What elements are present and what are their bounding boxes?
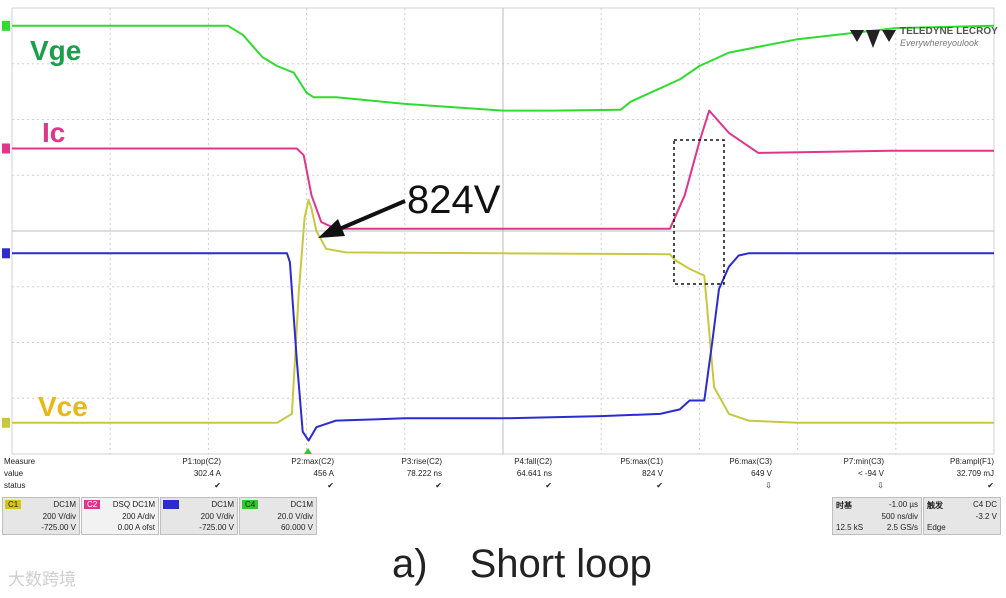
timebase-label: 时基 — [836, 501, 852, 510]
param-name: P7:min(C3) — [843, 457, 884, 466]
param-status: ✔ — [327, 481, 334, 490]
param-value: 649 V — [751, 469, 772, 478]
timebase-samples: 12.5 kS — [836, 523, 864, 532]
trigger-level: -3.2 V — [975, 512, 997, 521]
measure-table: Measure P1:top(C2) P2:max(C2) P3:rise(C2… — [0, 456, 1006, 494]
figure-caption: a) Short loop — [392, 542, 652, 587]
grid — [11, 7, 995, 455]
timebase-delay: -1.00 µs — [888, 500, 918, 509]
param-name: P1:top(C2) — [182, 457, 221, 466]
param-status: ⇩ — [877, 481, 884, 490]
channel-offset: 0.00 A ofst — [117, 523, 155, 532]
channel-c2-descriptor[interactable]: C2 DSQ DC1M 200 A/div 0.00 A ofst — [81, 497, 159, 535]
series-label-vge: Vge — [30, 35, 81, 66]
param-value: 64.641 ns — [516, 469, 552, 478]
timebase-descriptor[interactable]: 时基 -1.00 µs 500 ns/div 12.5 kS 2.5 GS/s — [832, 497, 922, 535]
param-value: 456 A — [313, 469, 334, 478]
teledyne-lecroy-logo: TELEDYNE LECROY Everywhereyoulook — [850, 24, 1000, 54]
annotation-arrowhead — [318, 219, 345, 238]
param-name: P5:max(C1) — [620, 457, 663, 466]
channel-tag — [163, 500, 179, 509]
channel-level-marker[interactable] — [2, 248, 10, 259]
channel-c1-descriptor[interactable]: C1 DC1M 200 V/div -725.00 V — [2, 497, 80, 535]
timebase-div: 500 ns/div — [881, 512, 918, 521]
highlight-box — [673, 139, 725, 285]
series-line-vge — [12, 24, 995, 112]
channel-offset: -725.00 V — [41, 523, 76, 532]
watermark: 大数跨境 — [8, 570, 76, 589]
param-value: 302.4 A — [193, 469, 221, 478]
trigger-type: Edge — [927, 523, 946, 532]
measure-header-row: Measure P1:top(C2) P2:max(C2) P3:rise(C2… — [0, 457, 1006, 468]
param-status: ✔ — [656, 481, 663, 490]
trace-labels: Vge Ic Vce — [30, 35, 88, 422]
channel-scale: 20.0 V/div — [277, 512, 313, 521]
channel-offset: 60.000 V — [280, 523, 313, 532]
param-name: P2:max(C2) — [291, 457, 334, 466]
brand-slogan: Everywhereyoulook — [900, 38, 979, 48]
param-value: 78.222 ns — [406, 469, 442, 478]
caption-label: a) — [392, 542, 428, 586]
param-name: P4:fall(C2) — [514, 457, 552, 466]
param-status: ✔ — [435, 481, 442, 490]
channel-tag: C4 — [242, 500, 259, 509]
lecroy-emblem-icon — [850, 30, 896, 48]
annotation-text: 824V — [407, 178, 501, 222]
param-status: ✔ — [214, 481, 221, 490]
row-label-value: value — [4, 469, 24, 478]
channel-c3-descriptor[interactable]: DC1M 200 V/div -725.00 V — [160, 497, 238, 535]
annotation-arrow — [329, 199, 406, 235]
series-line-c3 — [12, 252, 994, 442]
row-label-status: status — [4, 481, 26, 490]
channel-coupling: DC1M — [211, 500, 234, 509]
trigger-marker — [304, 448, 312, 454]
channel-tag: C2 — [84, 500, 101, 509]
channel-offset: -725.00 V — [199, 523, 234, 532]
channel-c4-descriptor[interactable]: C4 DC1M 20.0 V/div 60.000 V — [239, 497, 317, 535]
measure-heading: Measure — [4, 457, 36, 466]
param-name: P8:ampl(F1) — [949, 457, 994, 466]
trigger-channel: C4 DC — [972, 500, 997, 509]
channel-coupling: DSQ DC1M — [112, 500, 155, 509]
caption-text: Short loop — [469, 542, 652, 586]
param-status: ✔ — [545, 481, 552, 490]
channel-level-marker[interactable] — [2, 143, 10, 154]
param-value: < -94 V — [857, 469, 884, 478]
channel-coupling: DC1M — [290, 500, 313, 509]
trigger-descriptor[interactable]: 触发 C4 DC -3.2 V Edge — [923, 497, 1001, 535]
channel-scale: 200 V/div — [42, 512, 76, 521]
traces — [12, 24, 995, 442]
param-value: 824 V — [642, 469, 663, 478]
measure-value-row: value 302.4 A 456 A 78.222 ns 64.641 ns … — [0, 469, 1006, 480]
param-name: P6:max(C3) — [729, 457, 772, 466]
channel-level-marker[interactable] — [2, 20, 10, 31]
channel-markers — [2, 20, 10, 428]
timebase-rate: 2.5 GS/s — [886, 523, 918, 532]
series-label-ic: Ic — [42, 117, 65, 148]
param-value: 32.709 mJ — [956, 469, 994, 478]
channel-level-marker[interactable] — [2, 417, 10, 428]
series-line-ic — [12, 109, 994, 230]
measure-status-row: status ✔ ✔ ✔ ✔ ✔ ⇩ ⇩ ✔ — [0, 481, 1006, 492]
series-label-vce: Vce — [38, 391, 88, 422]
param-status: ✔ — [987, 481, 994, 490]
brand-name: TELEDYNE LECROY — [900, 26, 998, 37]
series-line-vce — [12, 198, 994, 424]
trigger-label: 触发 — [927, 501, 943, 510]
channel-tag: C1 — [5, 500, 22, 509]
channel-scale: 200 V/div — [200, 512, 234, 521]
channel-scale: 200 A/div — [122, 512, 155, 521]
param-name: P3:rise(C2) — [401, 457, 442, 466]
param-status: ⇩ — [765, 481, 772, 490]
channel-coupling: DC1M — [53, 500, 76, 509]
